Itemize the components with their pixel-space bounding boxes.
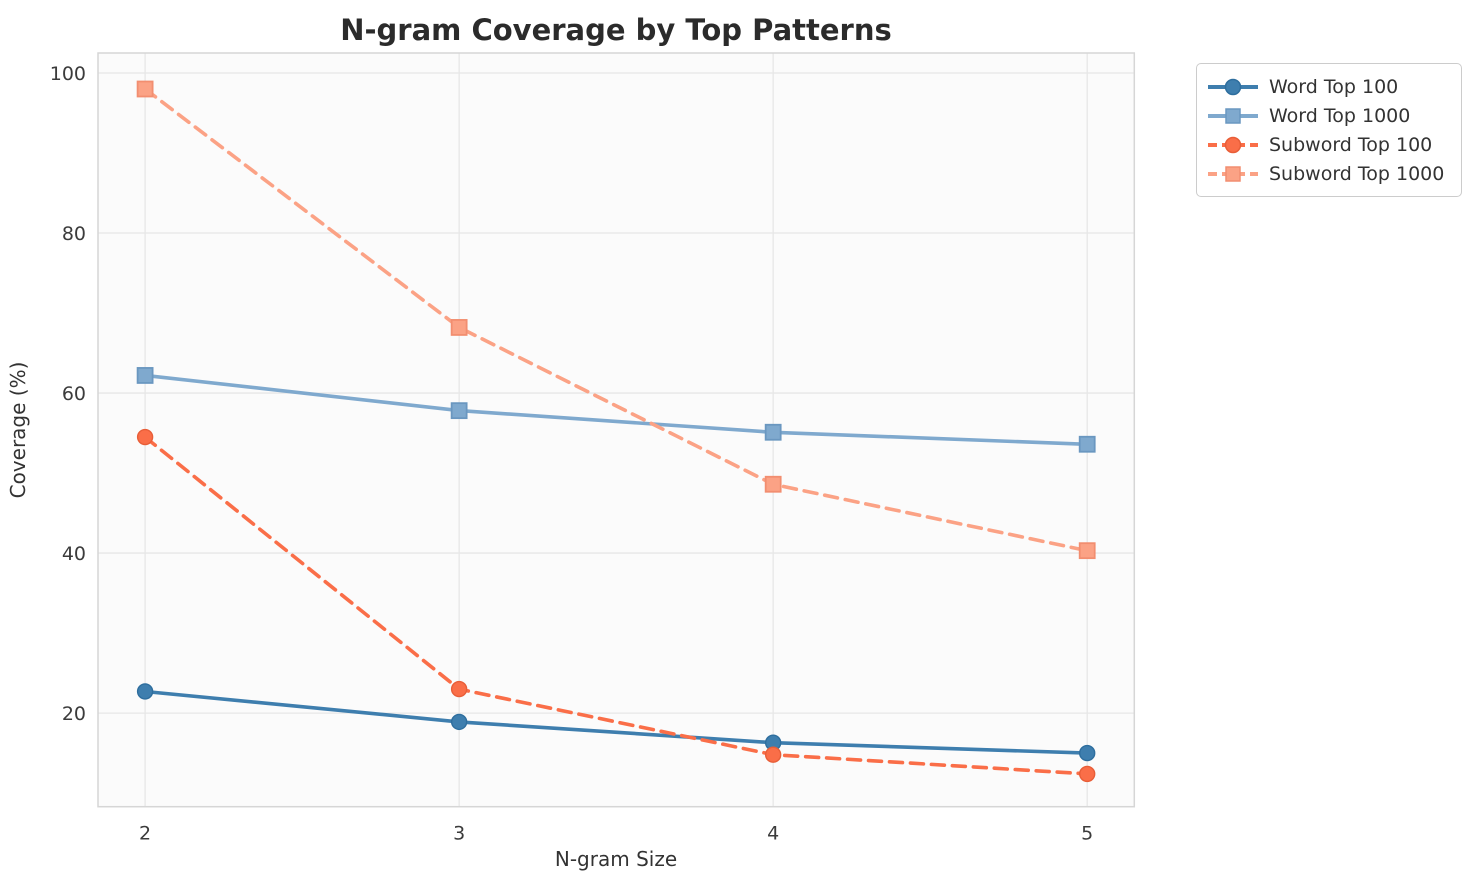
marker-word-top-100-x3 bbox=[450, 713, 468, 731]
legend-label-subword-top-100: Subword Top 100 bbox=[1269, 133, 1433, 156]
plot-layer: 20 40 60 80 100 2 3 4 5 bbox=[50, 52, 1136, 845]
legend-marker-circle-icon bbox=[1224, 136, 1242, 153]
series-line-subword-top-1000 bbox=[143, 87, 1089, 553]
legend-label-subword-top-1000: Subword Top 1000 bbox=[1269, 162, 1445, 185]
legend-marker-square-icon bbox=[1225, 165, 1241, 182]
legend-swatch-word-top-1000 bbox=[1208, 107, 1258, 124]
marker-subword-top-100-x4 bbox=[764, 746, 782, 763]
legend-swatch-subword-top-100 bbox=[1208, 136, 1258, 153]
y-tick-label-20: 20 bbox=[62, 703, 86, 725]
marker-subword-top-100-x2 bbox=[136, 428, 154, 446]
marker-word-top-1000-x3 bbox=[450, 402, 468, 420]
plot-area bbox=[98, 53, 1135, 807]
legend-item-word-top-100: Word Top 100 bbox=[1207, 72, 1449, 101]
series-line-subword-top-100 bbox=[143, 435, 1089, 776]
legend-item-subword-top-100: Subword Top 100 bbox=[1207, 130, 1449, 159]
y-tick-label-40: 40 bbox=[62, 543, 86, 565]
y-tick-label-60: 60 bbox=[62, 383, 86, 405]
x-axis-label: N-gram Size bbox=[555, 847, 677, 871]
x-tick-label-3: 3 bbox=[453, 823, 465, 845]
legend-swatch-word-top-100 bbox=[1208, 78, 1258, 95]
x-tick-label-4: 4 bbox=[767, 823, 779, 845]
x-tick-label-5: 5 bbox=[1081, 823, 1093, 845]
plot-border bbox=[97, 52, 1136, 808]
marker-word-top-100-x2 bbox=[136, 683, 154, 700]
legend-swatch-subword-top-1000 bbox=[1208, 165, 1258, 182]
marker-word-top-100-x5 bbox=[1078, 744, 1096, 762]
marker-word-top-1000-x2 bbox=[136, 367, 154, 384]
marker-word-top-1000-x4 bbox=[764, 423, 782, 441]
chart-title: N-gram Coverage by Top Patterns bbox=[340, 13, 892, 47]
legend-label-word-top-1000: Word Top 1000 bbox=[1269, 104, 1411, 127]
legend-item-word-top-1000: Word Top 1000 bbox=[1207, 101, 1449, 130]
marker-subword-top-1000-x4 bbox=[764, 475, 782, 493]
series-line-word-top-100 bbox=[143, 689, 1089, 755]
x-tick-label-2: 2 bbox=[139, 823, 151, 845]
marker-word-top-1000-x5 bbox=[1078, 435, 1096, 453]
marker-subword-top-1000-x5 bbox=[1078, 542, 1096, 560]
legend: Word Top 100 Word Top 1000 Subword Top 1… bbox=[1196, 63, 1462, 197]
marker-subword-top-100-x5 bbox=[1078, 765, 1096, 783]
legend-item-subword-top-1000: Subword Top 1000 bbox=[1207, 159, 1449, 188]
marker-subword-top-100-x3 bbox=[450, 680, 468, 698]
series-line-word-top-1000 bbox=[143, 373, 1089, 447]
y-axis-label: Coverage (%) bbox=[6, 362, 30, 499]
legend-marker-square-icon bbox=[1225, 107, 1241, 124]
y-tick-label-100: 100 bbox=[50, 63, 86, 85]
y-tick-label-80: 80 bbox=[62, 223, 86, 245]
legend-marker-circle-icon bbox=[1224, 78, 1242, 95]
marker-subword-top-1000-x3 bbox=[450, 319, 468, 336]
legend-label-word-top-100: Word Top 100 bbox=[1269, 75, 1399, 98]
marker-subword-top-1000-x2 bbox=[136, 80, 154, 98]
